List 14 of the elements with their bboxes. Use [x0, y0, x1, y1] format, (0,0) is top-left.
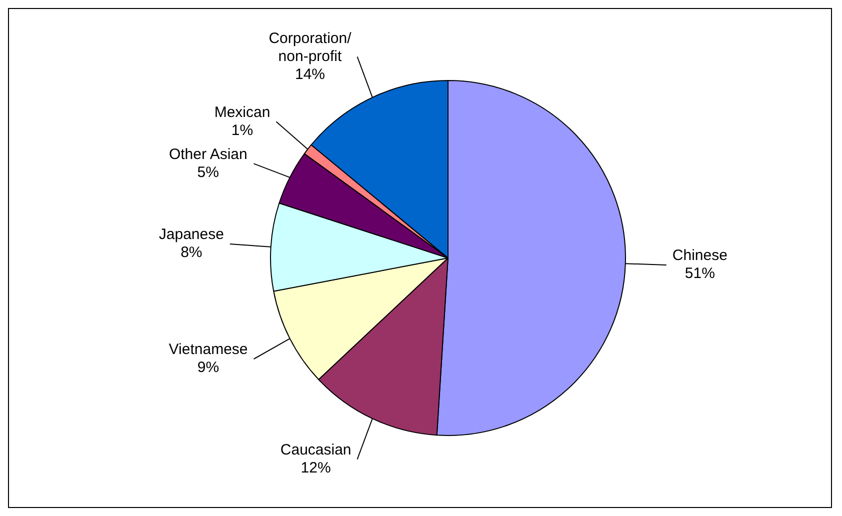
- slice-label: Chinese: [672, 247, 728, 264]
- data-label: 8%: [180, 244, 202, 262]
- slice-label: Corporation/ non-profit: [268, 30, 352, 65]
- data-label: 14%: [294, 66, 326, 83]
- data-label: 5%: [197, 164, 219, 181]
- slice-label: Mexican: [214, 104, 270, 121]
- data-label: 51%: [684, 265, 715, 282]
- slice-label: Vietnamese: [168, 341, 248, 358]
- slice-label: Japanese: [158, 226, 224, 244]
- slice-label: Caucasian: [280, 441, 352, 458]
- slice-label: Other Asian: [168, 146, 248, 163]
- data-label: 12%: [300, 459, 331, 476]
- data-label: 1%: [231, 122, 254, 139]
- data-label: 9%: [197, 359, 220, 376]
